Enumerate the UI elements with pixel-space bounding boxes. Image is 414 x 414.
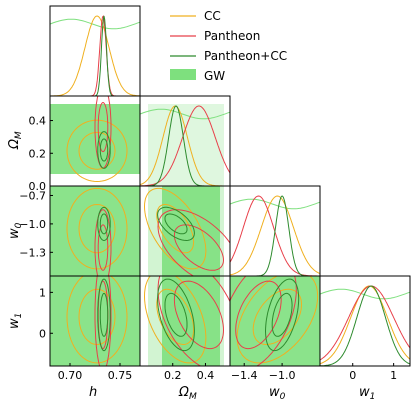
tick-labels-layer: 0.70 0.75 0.2 0.4 −1.4 −1.0 0 1 0.0 0.2 0.4 −1.3 −1.… <box>19 115 397 382</box>
gw-region-w1-w0 <box>230 276 320 366</box>
marginal-2-cc <box>229 195 321 276</box>
ytick-label: −1.3 <box>19 246 46 259</box>
contour-w1-h-pantheon-cc-1 <box>97 278 111 352</box>
xtick-label: −1.0 <box>269 369 296 382</box>
xlabel-1: ΩM <box>178 385 197 402</box>
gw-region-w1-om <box>162 276 220 366</box>
contour-w1-M-pantheon-cc-1 <box>157 278 195 352</box>
contour-w0-M-pantheon-cc-0 <box>164 213 188 235</box>
xlabel-0: h <box>89 385 97 400</box>
contour-w0-h-pantheon-cc-0 <box>99 213 109 235</box>
contour-w1-w0-pantheon-1 <box>230 276 297 366</box>
ylabel-group-1: ΩM <box>7 131 24 150</box>
contour-w0-h-cc-1 <box>66 187 128 270</box>
contour-w1-w0-pantheon-0 <box>235 280 282 350</box>
contour-M-h-pantheon-cc-0 <box>99 138 109 162</box>
contour-w1-M-pantheon-1 <box>157 276 230 366</box>
contour-w0-h-pantheon-1 <box>94 209 112 276</box>
legend-label-2: Pantheon+CC <box>204 49 287 63</box>
marginal-3-gw <box>319 288 411 300</box>
contour-w0-M-pantheon-1 <box>157 209 230 276</box>
ylabel-3: w1 <box>7 313 24 329</box>
marginal-2-pantheon-cc <box>230 195 320 277</box>
xlabel-2: w0 <box>269 385 286 402</box>
gw-region-w0-h <box>50 186 140 276</box>
contour-w1-M-cc-0 <box>156 288 195 345</box>
contour-w1-w0-cc-0 <box>252 288 303 345</box>
marginal-3-pantheon-cc <box>319 285 411 367</box>
marginal-3-pantheon <box>319 285 411 361</box>
gw-region-om-diag <box>148 104 224 186</box>
legend-swatch-3 <box>170 69 196 80</box>
contour-w1-h-pantheon-1 <box>94 276 112 366</box>
legend-label-0: CC <box>204 9 221 23</box>
ylabel-2: w0 <box>7 222 24 239</box>
xlabel-3: w1 <box>359 385 375 402</box>
contour-w0-M-cc-1 <box>143 187 207 270</box>
contour-w0-M-cc-0 <box>156 204 195 254</box>
ytick-label: 1 <box>39 286 46 299</box>
gw-bands-layer <box>50 104 320 366</box>
xtick-label: 1 <box>390 369 397 382</box>
contour-w1-h-pantheon-cc-0 <box>99 292 109 337</box>
contour-w1-M-cc-1 <box>143 276 207 364</box>
marginal-2-gw <box>229 198 321 210</box>
contour-w0-M-pantheon-cc-1 <box>157 206 195 242</box>
xtick-label: 0.75 <box>108 369 133 382</box>
ylabel-group-2: w0 <box>7 222 24 239</box>
contour-w0-h-pantheon-cc-1 <box>97 206 111 242</box>
ytick-label: 0.4 <box>29 115 47 128</box>
contour-w1-h-cc-1 <box>66 276 128 364</box>
xtick-label: −1.4 <box>231 369 258 382</box>
contour-w0-h-pantheon-0 <box>97 224 109 271</box>
contour-w1-w0-pantheon-cc-1 <box>264 278 300 352</box>
marginal-1-gw <box>139 108 231 120</box>
marginal-0-gw <box>49 18 141 30</box>
ytick-label: −0.7 <box>19 189 46 202</box>
marginal-2-pantheon <box>229 195 320 277</box>
contour-w1-M-pantheon-cc-0 <box>164 292 188 337</box>
ylabel-1: ΩM <box>7 131 24 150</box>
marginal-1-pantheon <box>140 105 231 187</box>
ytick-label: 0.0 <box>29 180 47 193</box>
contour-M-h-pantheon-cc-1 <box>97 131 111 169</box>
contour-M-h-cc-1 <box>66 119 128 183</box>
panel-3-3 <box>319 275 411 367</box>
xtick-label: 0.4 <box>197 369 215 382</box>
ytick-label: 0.2 <box>29 147 47 160</box>
legend: CC Pantheon Pantheon+CC GW <box>170 9 287 83</box>
contour-w1-w0-pantheon-cc-0 <box>271 292 293 337</box>
xtick-label: 0.2 <box>164 369 182 382</box>
ytick-label: 0 <box>39 327 46 340</box>
legend-label-1: Pantheon <box>204 29 260 43</box>
xtick-label: 0 <box>349 369 356 382</box>
contour-w0-M-pantheon-0 <box>173 224 225 271</box>
panel-frames-layer <box>49 5 411 367</box>
contour-M-h-pantheon-0 <box>97 101 109 153</box>
marginal-0-pantheon <box>50 15 140 97</box>
contour-w1-M-pantheon-0 <box>173 280 225 350</box>
marginal-0-pantheon-cc <box>50 15 140 97</box>
ytick-label: −1.0 <box>19 218 46 231</box>
contour-M-h-pantheon-1 <box>94 96 112 169</box>
ylabel-group-3: w1 <box>7 313 24 329</box>
marginal-0-cc <box>50 15 141 97</box>
marginal-3-cc <box>319 285 411 365</box>
axis-labels-layer: h ΩM w0 w1 ΩM w0 w1 <box>7 131 375 402</box>
xtick-label: 0.70 <box>58 369 83 382</box>
legend-label-3: GW <box>204 69 225 83</box>
